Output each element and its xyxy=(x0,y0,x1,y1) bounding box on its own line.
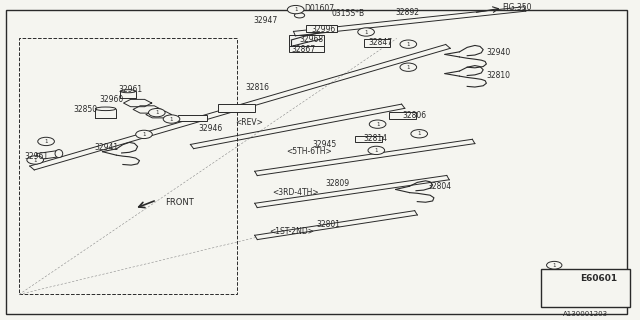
Text: 1: 1 xyxy=(552,263,556,268)
Text: 32816: 32816 xyxy=(245,83,269,92)
Text: 32809: 32809 xyxy=(325,179,349,188)
Text: 32810: 32810 xyxy=(486,71,511,80)
Bar xyxy=(389,112,416,119)
Circle shape xyxy=(358,28,374,36)
Text: 32801: 32801 xyxy=(317,220,341,229)
Text: 32804: 32804 xyxy=(428,182,452,191)
Circle shape xyxy=(136,130,152,139)
Text: 32961: 32961 xyxy=(24,152,49,161)
Bar xyxy=(218,104,255,112)
Text: 32941: 32941 xyxy=(95,143,119,152)
Circle shape xyxy=(547,261,562,269)
Bar xyxy=(355,136,382,142)
Text: 1: 1 xyxy=(364,29,368,35)
Text: E60601: E60601 xyxy=(580,274,618,283)
Text: 32968: 32968 xyxy=(300,35,324,44)
Circle shape xyxy=(400,63,417,71)
Text: 32814: 32814 xyxy=(364,134,388,143)
Text: 1: 1 xyxy=(155,110,159,115)
Text: 1: 1 xyxy=(374,148,378,153)
Text: 32947: 32947 xyxy=(253,16,278,25)
Text: 32850: 32850 xyxy=(74,105,98,114)
Circle shape xyxy=(368,146,385,155)
Text: <REV>: <REV> xyxy=(236,118,264,127)
Circle shape xyxy=(27,156,44,164)
Circle shape xyxy=(38,137,54,146)
Text: 32961: 32961 xyxy=(118,85,143,94)
Text: 32996: 32996 xyxy=(312,25,336,34)
Text: <1ST-2ND>: <1ST-2ND> xyxy=(269,227,314,236)
Ellipse shape xyxy=(55,150,63,158)
Bar xyxy=(289,46,324,52)
Text: 32867: 32867 xyxy=(291,45,316,54)
Text: 32892: 32892 xyxy=(396,8,420,17)
Text: A130001203: A130001203 xyxy=(563,311,608,316)
Bar xyxy=(541,269,630,307)
Text: 32945: 32945 xyxy=(312,140,337,149)
Circle shape xyxy=(287,5,304,14)
Circle shape xyxy=(148,108,165,117)
Ellipse shape xyxy=(95,107,116,111)
Circle shape xyxy=(411,130,428,138)
Circle shape xyxy=(163,115,180,123)
Text: D01607: D01607 xyxy=(304,4,334,12)
Text: 32940: 32940 xyxy=(486,48,511,57)
Circle shape xyxy=(400,40,417,48)
Text: <3RD-4TH>: <3RD-4TH> xyxy=(272,188,319,197)
Text: 1: 1 xyxy=(294,7,298,12)
Bar xyxy=(364,39,390,47)
Text: 1: 1 xyxy=(406,65,410,70)
Text: 0315S*B: 0315S*B xyxy=(332,9,365,18)
Text: 1: 1 xyxy=(170,116,173,122)
Text: 32847: 32847 xyxy=(368,38,392,47)
Text: 1: 1 xyxy=(417,131,421,136)
Text: 1: 1 xyxy=(376,122,380,127)
Text: 32960: 32960 xyxy=(99,95,124,104)
Text: FIG.350: FIG.350 xyxy=(502,3,532,12)
Bar xyxy=(289,35,324,46)
Text: FRONT: FRONT xyxy=(165,198,194,207)
Bar xyxy=(178,115,207,121)
Text: 1: 1 xyxy=(406,42,410,47)
Text: 32806: 32806 xyxy=(402,111,426,120)
Bar xyxy=(306,25,337,32)
Text: 1: 1 xyxy=(44,139,48,144)
Text: 1: 1 xyxy=(142,132,146,137)
Text: 32946: 32946 xyxy=(198,124,223,133)
Circle shape xyxy=(369,120,386,128)
Bar xyxy=(19,38,237,294)
Ellipse shape xyxy=(120,90,136,93)
Text: <5TH-6TH>: <5TH-6TH> xyxy=(287,147,332,156)
Text: 1: 1 xyxy=(33,157,37,163)
